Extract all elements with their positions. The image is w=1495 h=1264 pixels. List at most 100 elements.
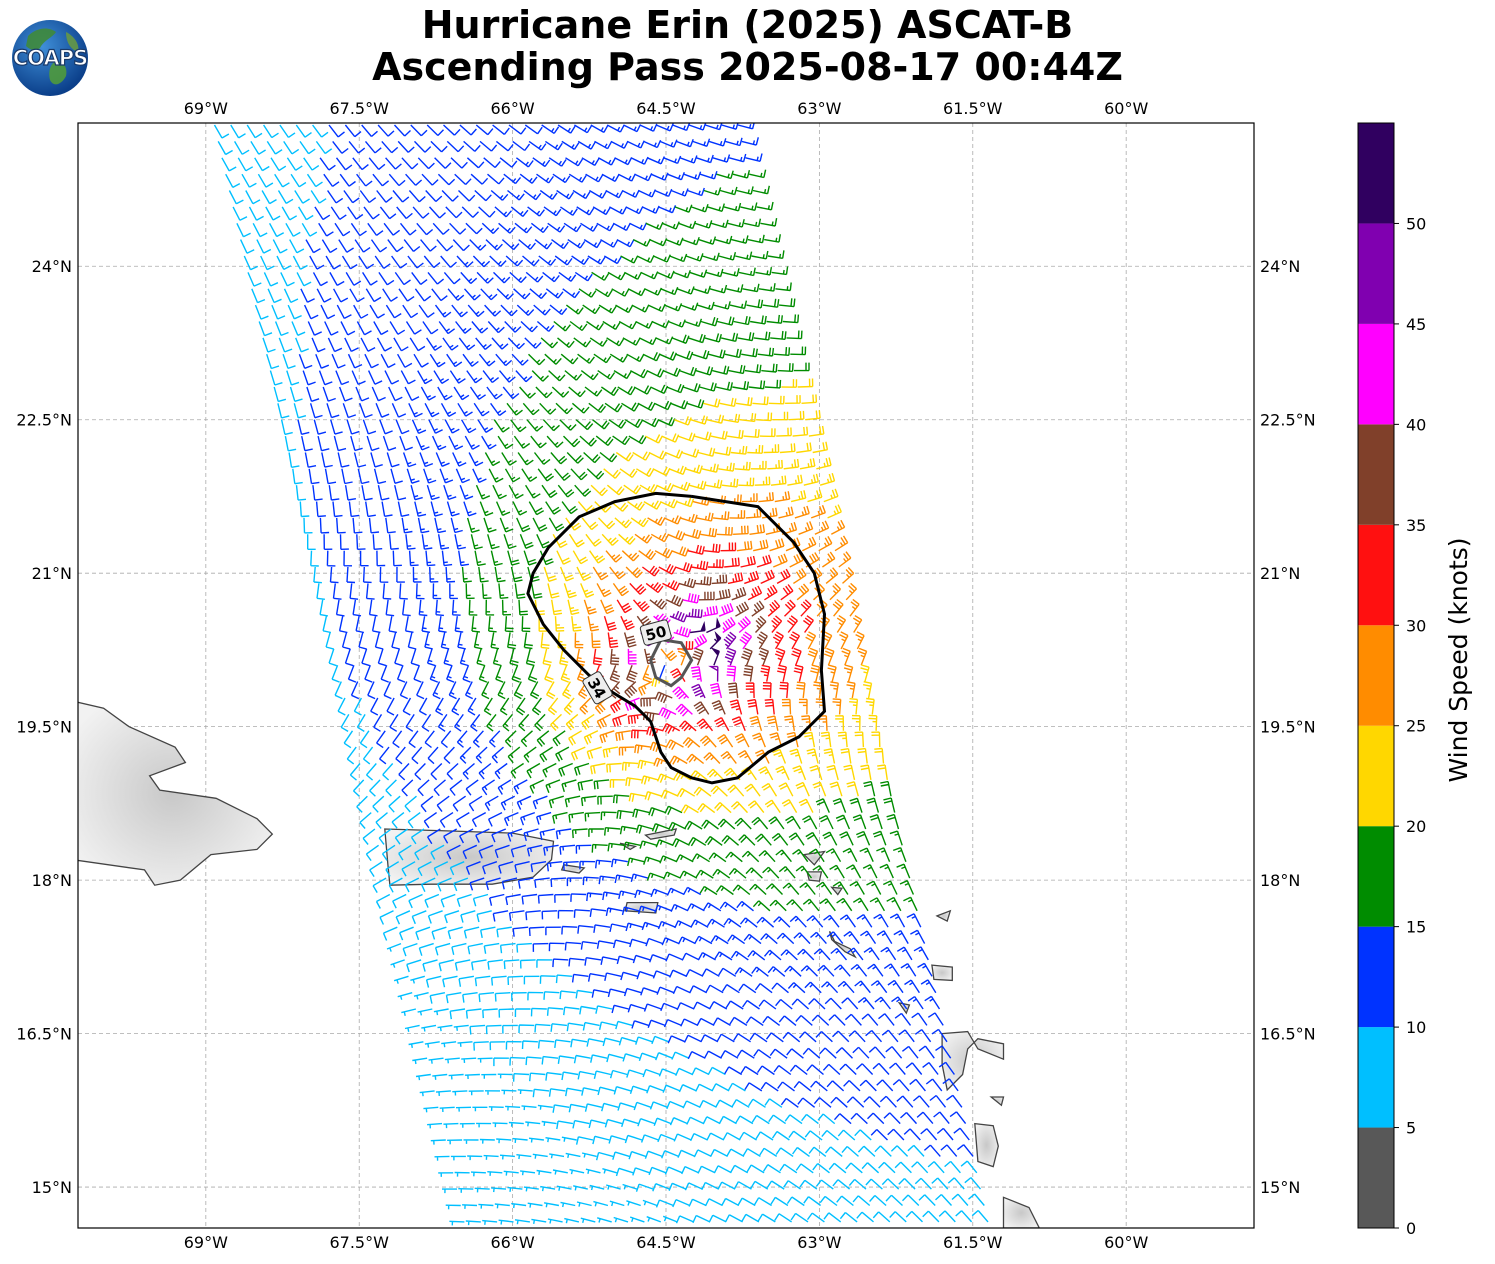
wind-barb	[290, 173, 307, 188]
wind-barb	[396, 665, 406, 683]
wind-barb	[476, 1122, 492, 1128]
wind-barb	[708, 665, 719, 682]
wind-barb	[785, 395, 801, 404]
wind-barb	[336, 517, 346, 534]
wind-barb	[392, 190, 410, 203]
wind-barb	[377, 124, 395, 137]
wind-barb	[662, 722, 681, 734]
wind-barb	[605, 189, 624, 199]
wind-barb	[792, 426, 809, 437]
wind-barb	[302, 370, 316, 386]
wind-barb	[576, 566, 592, 582]
wind-barb	[707, 559, 724, 569]
wind-barb	[388, 386, 403, 402]
wind-barb	[303, 157, 320, 171]
wind-barb	[370, 239, 388, 253]
wind-barb	[605, 907, 623, 917]
wind-barb	[295, 337, 309, 353]
wind-barb	[563, 435, 581, 448]
wind-barb	[412, 206, 430, 219]
wind-barb	[492, 1122, 508, 1128]
wind-barb	[585, 533, 602, 547]
wind-barb	[280, 419, 293, 436]
wind-barb	[510, 762, 524, 779]
wind-barb	[296, 272, 312, 287]
wind-barb	[548, 1088, 566, 1097]
colorbar-bin	[1358, 1127, 1394, 1228]
wind-barb	[241, 173, 257, 188]
wind-barb	[835, 1047, 853, 1059]
wind-barb	[772, 411, 789, 421]
wind-barb	[833, 964, 851, 977]
wind-barb	[466, 157, 485, 169]
wind-barb	[399, 435, 413, 451]
wind-barb	[764, 379, 782, 389]
wind-barb	[397, 140, 415, 153]
wind-barb	[402, 304, 419, 319]
wind-barb	[382, 583, 392, 600]
wind-barb	[453, 877, 469, 892]
wind-barb	[721, 123, 739, 130]
wind-barb	[754, 833, 772, 846]
wind-barb	[360, 337, 376, 352]
wind-barb	[529, 681, 540, 700]
wind-barb	[785, 537, 801, 552]
wind-barb	[254, 157, 270, 172]
wind-barb	[721, 1197, 740, 1207]
wind-barb	[812, 781, 827, 797]
wind-barb	[624, 1134, 643, 1144]
wind-barb	[708, 852, 727, 863]
wind-barb	[904, 979, 920, 994]
wind-barb	[822, 831, 838, 846]
wind-barb	[563, 861, 579, 871]
wind-barb	[624, 418, 643, 429]
wind-barb	[712, 365, 730, 375]
wind-barb	[551, 239, 569, 250]
wind-barb	[483, 157, 501, 169]
wind-barb	[413, 353, 429, 368]
wind-barb	[749, 315, 767, 325]
wind-barb	[675, 1215, 694, 1224]
wind-barb	[762, 1164, 781, 1174]
wind-barb	[346, 566, 356, 584]
wind-barb	[723, 631, 737, 650]
wind-barb	[600, 811, 617, 821]
wind-barb	[463, 288, 481, 301]
wind-barb	[805, 410, 821, 421]
wind-barb	[800, 965, 818, 977]
wind-barb	[334, 222, 351, 237]
wind-barb	[715, 1099, 734, 1108]
wind-barb	[408, 893, 423, 909]
wind-barb	[495, 353, 513, 367]
wind-barb	[283, 288, 299, 304]
wind-barb	[404, 877, 420, 893]
wind-barb	[612, 713, 628, 728]
wind-barb	[823, 748, 836, 764]
wind-barb	[505, 255, 524, 267]
wind-barb	[754, 983, 773, 994]
wind-barb	[405, 714, 415, 732]
wind-barb	[503, 811, 519, 827]
wind-barb	[874, 996, 891, 1010]
wind-barb	[529, 1072, 546, 1082]
wind-barb	[856, 830, 871, 846]
wind-barb	[347, 206, 364, 220]
wind-barb	[902, 1194, 920, 1206]
wind-barb	[418, 599, 428, 617]
wind-barb	[464, 435, 480, 450]
wind-barb	[451, 599, 461, 616]
wind-barb	[693, 701, 710, 715]
wind-barb	[684, 318, 703, 328]
wind-barb	[331, 665, 340, 683]
wind-barb	[448, 1073, 464, 1080]
wind-barb	[452, 239, 470, 252]
wind-barb	[773, 347, 791, 356]
wind-barb	[502, 713, 513, 732]
wind-barb	[668, 465, 687, 476]
wind-barb	[463, 501, 477, 517]
wind-barb	[855, 631, 865, 650]
wind-barb	[356, 321, 372, 336]
wind-barb	[365, 501, 376, 518]
wind-barb	[648, 450, 667, 460]
wind-barb	[470, 1171, 486, 1177]
